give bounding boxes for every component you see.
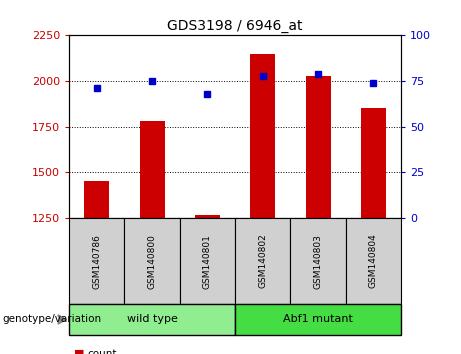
Bar [306,75,331,218]
Text: GSM140804: GSM140804 [369,234,378,289]
Text: ■: ■ [74,349,84,354]
Title: GDS3198 / 6946_at: GDS3198 / 6946_at [167,19,303,33]
Bar [195,215,220,218]
Bar [361,108,386,218]
Text: GSM140786: GSM140786 [92,234,101,289]
Text: genotype/variation: genotype/variation [2,314,101,325]
Bar [140,121,165,218]
Text: Abf1 mutant: Abf1 mutant [283,314,353,325]
Text: GSM140802: GSM140802 [258,234,267,289]
Text: wild type: wild type [127,314,177,325]
Bar [84,181,109,218]
Text: GSM140801: GSM140801 [203,234,212,289]
Text: GSM140803: GSM140803 [313,234,323,289]
Text: count: count [88,349,117,354]
Text: GSM140800: GSM140800 [148,234,157,289]
Bar [250,53,275,218]
